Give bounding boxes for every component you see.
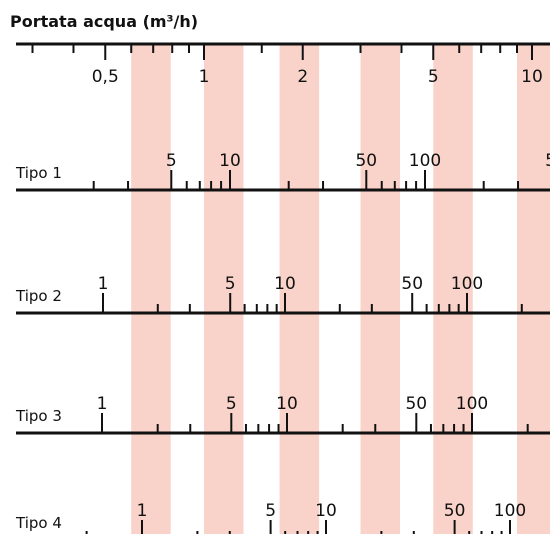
type-scale-tick-label: 100: [456, 394, 488, 414]
type-scale-name: Tipo 4: [15, 514, 62, 532]
type-scale-tick-label: 500: [545, 151, 550, 171]
type-scales: Tipo 1 5 10 50 100 500 Tipo 2 1 5 10 50 100 Tipo 3 1 5…: [15, 151, 550, 534]
type-scale-tick-label: 1: [137, 501, 148, 521]
type-scale-tick-label: 10: [274, 274, 296, 294]
type-scale-tick-label: 10: [276, 394, 298, 414]
top-scale-tick-label: 10: [521, 67, 543, 87]
type-scale-name: Tipo 1: [15, 164, 62, 182]
top-scale-tick-label: 2: [297, 67, 308, 87]
highlight-band: [279, 44, 320, 534]
type-scale-row: Tipo 1 5 10 50 100 500: [15, 151, 550, 192]
type-scale-tick-label: 10: [219, 151, 241, 171]
type-scale-tick-label: 1: [97, 394, 108, 414]
top-scale-tick-label: 5: [428, 67, 439, 87]
type-scale-tick-label: 5: [265, 501, 276, 521]
highlight-band: [433, 44, 473, 534]
highlight-bands: [131, 44, 550, 534]
type-scale-tick-label: 1: [98, 274, 109, 294]
type-scale-tick-label: 5: [226, 394, 237, 414]
highlight-band: [360, 44, 400, 534]
figure-title: Portata acqua (m³/h): [10, 12, 198, 31]
type-scale-tick-label: 100: [451, 274, 483, 294]
type-scale-tick-label: 50: [405, 394, 427, 414]
type-scale-tick-label: 100: [409, 151, 441, 171]
type-scale-tick-label: 50: [401, 274, 423, 294]
type-scale-tick-label: 5: [225, 274, 236, 294]
type-scale-tick-label: 10: [315, 501, 337, 521]
type-scale-tick-label: 50: [444, 501, 466, 521]
type-scale-row: Tipo 4 1 5 10 50 100: [15, 501, 526, 534]
type-scale-name: Tipo 2: [15, 287, 62, 305]
top-scale-tick-label: 0,5: [92, 67, 119, 87]
highlight-band: [204, 44, 244, 534]
type-scale-tick-label: 5: [166, 151, 177, 171]
top-scale-tick-label: 1: [199, 67, 210, 87]
type-scale-name: Tipo 3: [15, 407, 62, 425]
type-scale-tick-label: 100: [494, 501, 526, 521]
highlight-band: [517, 44, 550, 534]
top-scale: 0,5 1 2 5 10: [16, 42, 550, 87]
highlight-band: [131, 44, 171, 534]
type-scale-row: Tipo 3 1 5 10 50 100: [15, 394, 550, 435]
type-scale-tick-label: 50: [355, 151, 377, 171]
type-scale-row: Tipo 2 1 5 10 50 100: [15, 274, 550, 315]
